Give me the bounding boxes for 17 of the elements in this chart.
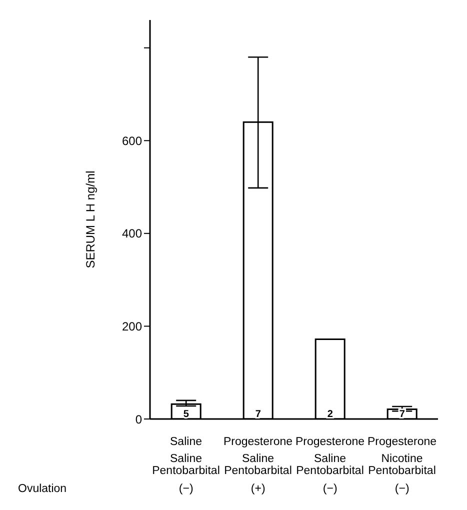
y-tick-label: 400 <box>122 226 142 241</box>
text: Ovulation <box>18 483 67 495</box>
annotation: 5 <box>183 409 190 420</box>
text: (−) <box>322 483 338 495</box>
text: (−) <box>178 483 194 495</box>
x-tick-label: Progesterone Saline Pentobarbital <box>223 436 293 477</box>
annotation: 2 <box>327 409 334 420</box>
text: (−) <box>394 483 410 495</box>
y-tick-label: 600 <box>122 134 142 148</box>
x-tick-label: Saline Saline Pentobarbital <box>152 436 220 477</box>
x-tick-label: Progesterone Saline Pentobarbital <box>295 436 365 477</box>
y-tick-label: 0 <box>135 412 142 426</box>
x-tick-label: Progesterone Nicotine Pentobarbital <box>367 436 437 477</box>
annotation: 7 <box>255 409 262 420</box>
text: (+) <box>250 483 266 495</box>
y-tick-label: 200 <box>122 319 142 334</box>
y-axis-title: SERUM L H ng/ml <box>83 170 98 268</box>
